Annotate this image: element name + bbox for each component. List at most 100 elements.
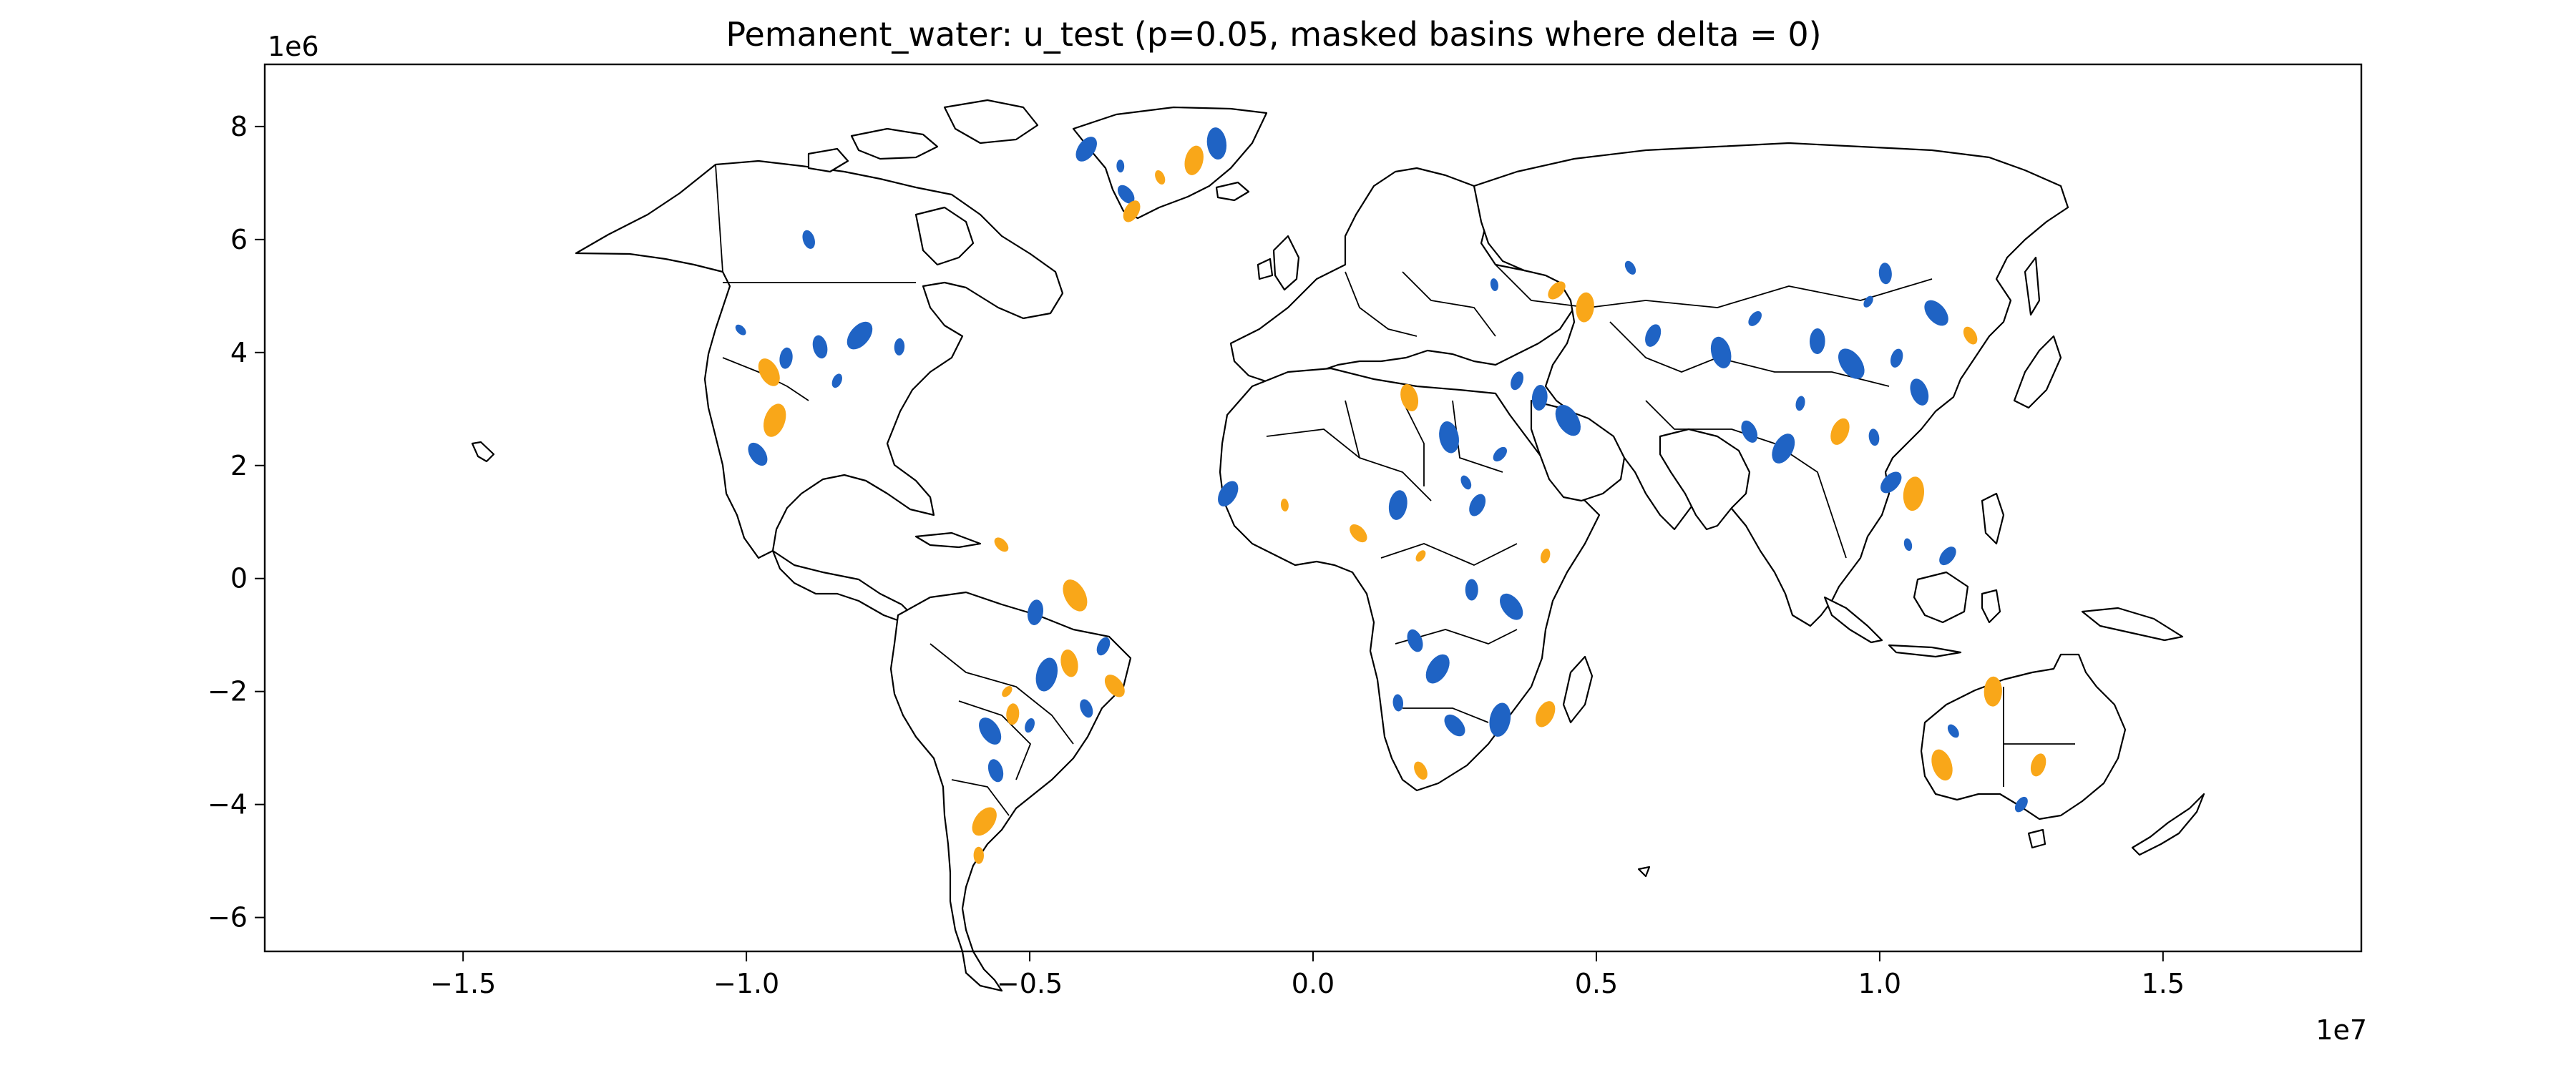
basin-decrease-patch xyxy=(1772,433,1795,464)
border-asia-4 xyxy=(1774,443,1847,559)
basin-increase-patch xyxy=(1280,499,1289,512)
basin-decrease-patch xyxy=(1809,328,1825,355)
x-axis: −1.5 −1.0 −0.5 0.0 0.5 1.0 1.5 xyxy=(430,951,2185,999)
tasmania xyxy=(2027,828,2046,849)
basin-decrease-patch xyxy=(1903,538,1913,552)
basin-decrease-patch xyxy=(1407,629,1423,652)
basin-decrease-patch xyxy=(1469,494,1486,516)
africa xyxy=(1219,367,1601,792)
greenland xyxy=(1072,106,1268,220)
basin-increase-patch xyxy=(758,358,780,386)
x-tick-label: 1.0 xyxy=(1858,968,1901,999)
basin-decrease-patch xyxy=(1444,714,1465,737)
arabian-peninsula xyxy=(1530,399,1626,502)
y-tick-label: 4 xyxy=(230,337,248,368)
basin-decrease-patch xyxy=(979,717,1002,745)
iceland xyxy=(1215,181,1250,202)
basin-increase-patch xyxy=(972,807,997,836)
basin-layer xyxy=(735,127,2046,864)
basin-decrease-patch xyxy=(1075,137,1097,162)
basin-increase-patch xyxy=(1123,200,1141,222)
basin-decrease-patch xyxy=(987,759,1004,783)
basin-decrease-patch xyxy=(1910,378,1929,406)
y-axis: −6 −4 −2 0 2 4 6 8 xyxy=(208,111,265,934)
basin-decrease-patch xyxy=(1939,547,1956,566)
basin-increase-patch xyxy=(1984,676,2002,707)
british-isles xyxy=(1272,235,1300,291)
border-south-america-1 xyxy=(930,643,1074,745)
y-tick-label: −2 xyxy=(208,676,248,707)
border-africa-3 xyxy=(1345,400,1360,459)
basin-decrease-patch xyxy=(779,347,793,369)
basin-decrease-patch xyxy=(1863,295,1873,308)
border-russia xyxy=(1495,264,1933,308)
y-tick-label: −4 xyxy=(208,789,248,820)
country-borders xyxy=(715,164,2075,816)
basin-increase-patch xyxy=(1576,292,1594,323)
arctic-islands-2 xyxy=(943,99,1039,144)
basin-increase-patch xyxy=(1963,326,1978,345)
border-asia-1 xyxy=(1609,321,1718,373)
basin-increase-patch xyxy=(1184,145,1204,175)
new-zealand xyxy=(2131,793,2205,856)
basin-decrease-patch xyxy=(1116,160,1125,173)
basin-decrease-patch xyxy=(1878,263,1892,285)
basin-increase-patch xyxy=(1415,550,1426,562)
basin-increase-patch xyxy=(2030,753,2046,777)
basin-decrease-patch xyxy=(1645,324,1662,347)
y-offset-label: 1e6 xyxy=(268,31,319,62)
x-offset-label: 1e7 xyxy=(2316,1014,2367,1046)
basin-decrease-patch xyxy=(1096,637,1111,656)
basin-decrease-patch xyxy=(1025,717,1035,733)
basin-decrease-patch xyxy=(1489,702,1511,737)
basin-decrease-patch xyxy=(847,321,873,350)
basin-increase-patch xyxy=(1535,701,1556,727)
basin-decrease-patch xyxy=(1490,278,1498,291)
ireland xyxy=(1257,258,1274,280)
border-europe-1 xyxy=(1345,271,1418,337)
basin-increase-patch xyxy=(1548,281,1566,300)
basin-increase-patch xyxy=(1830,418,1850,445)
basin-decrease-patch xyxy=(748,442,768,466)
basin-decrease-patch xyxy=(1838,348,1865,379)
y-tick-label: 8 xyxy=(230,111,248,142)
basin-decrease-patch xyxy=(1388,490,1407,520)
basin-increase-patch xyxy=(994,537,1009,552)
basin-decrease-patch xyxy=(831,373,842,388)
basin-increase-patch xyxy=(1155,170,1166,185)
basin-decrease-patch xyxy=(735,324,746,335)
world-map xyxy=(471,99,2205,992)
arctic-islands xyxy=(850,127,939,160)
border-africa-2 xyxy=(1402,400,1425,486)
x-tick-label: −1.0 xyxy=(713,968,779,999)
basin-decrease-patch xyxy=(1425,654,1450,684)
central-america xyxy=(771,549,914,625)
y-tick-label: 2 xyxy=(230,450,248,481)
basin-decrease-patch xyxy=(1117,185,1135,204)
hawaii xyxy=(471,441,495,463)
basin-decrease-patch xyxy=(1493,446,1507,462)
basin-decrease-patch xyxy=(894,338,905,356)
basin-decrease-patch xyxy=(1748,310,1762,326)
japan xyxy=(2013,335,2062,409)
basin-increase-patch xyxy=(973,846,984,864)
philippines xyxy=(1981,492,2005,545)
indian-subcontinent xyxy=(1659,428,1751,531)
basin-decrease-patch xyxy=(1035,657,1058,692)
basin-increase-patch xyxy=(1060,649,1078,677)
australia xyxy=(1920,653,2127,820)
north-america-landmass xyxy=(575,160,1064,559)
basin-decrease-patch xyxy=(2014,796,2028,813)
basin-increase-patch xyxy=(1063,579,1088,612)
basin-decrease-patch xyxy=(812,335,828,359)
small-island xyxy=(1637,866,1651,878)
basin-decrease-patch xyxy=(1206,127,1227,160)
basin-increase-patch xyxy=(1414,761,1428,780)
south-america xyxy=(889,591,1132,992)
border-south-america-2 xyxy=(958,700,1031,780)
sumatra xyxy=(1823,596,1883,644)
border-south-america-3 xyxy=(951,779,1010,816)
y-tick-label: 0 xyxy=(230,563,248,594)
basin-decrease-patch xyxy=(1531,385,1548,411)
